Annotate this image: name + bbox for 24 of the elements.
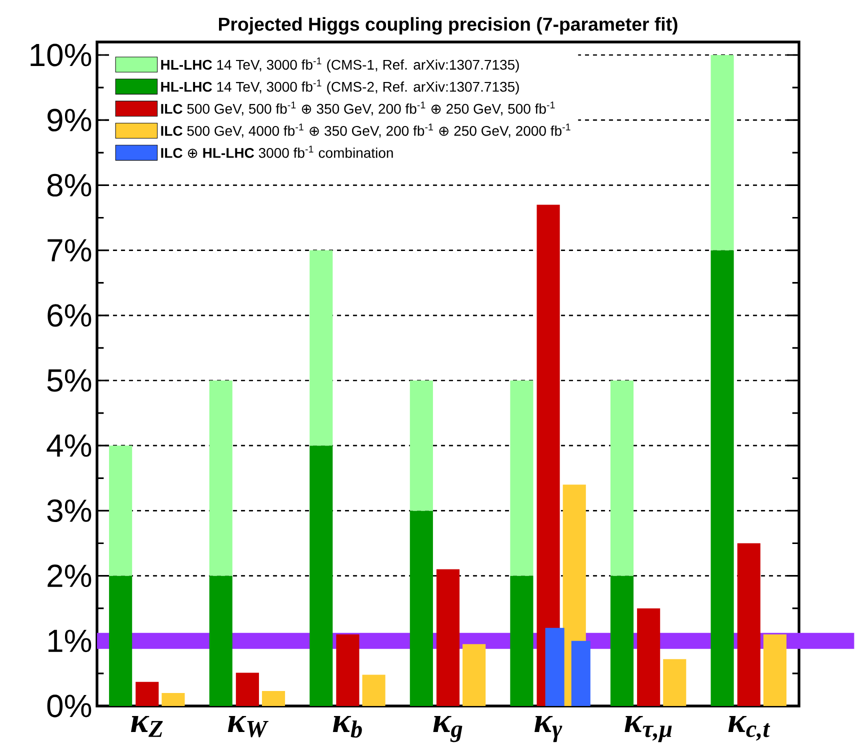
y-tick-label: 9%: [48, 108, 92, 132]
y-tick-label: 10%: [30, 44, 92, 66]
y-tick-label: 3%: [47, 499, 92, 522]
x-tick-label: κ$_{b}$: [332, 716, 362, 738]
y-tick-label: 8%: [47, 174, 92, 197]
y-tick-label: 7%: [48, 239, 92, 262]
legend-label: HL-LHC 14 TeV, 3000 fb$^{-1}$ (CMS-2, Ref. arXiv:1307.7135): [161, 80, 519, 95]
legend-label: HL-LHC 14 TeV, 3000 fb$^{-1}$ (CMS-1, Ref. arXiv:1307.7135): [161, 58, 519, 72]
y-tick-label: 2%: [48, 564, 92, 588]
legend-label: ILC 500 GeV, 4000 fb$^{-1}$ ⊕ 350 GeV, 200 fb$^{-1}$ ⊕ 250 GeV, 2000 fb$^{-1}$: [161, 124, 570, 138]
y-tick-label: 6%: [48, 304, 92, 327]
x-tick-label: κ$_{Z}$: [130, 716, 163, 737]
y-tick-label: 0%: [47, 694, 92, 718]
x-tick-label: κ$_{τ,μ}$: [624, 716, 672, 742]
legend-label: ILC ⊕ HL-LHC 3000 fb$^{-1}$ combination: [161, 146, 393, 158]
x-tick-label: κ$_{γ}$: [534, 716, 562, 742]
x-tick-label: κ$_{g}$: [433, 716, 462, 742]
y-tick-label: 4%: [46, 434, 92, 457]
x-tick-label: κ$_{W}$: [228, 716, 268, 738]
legend-label: ILC 500 GeV, 500 fb$^{-1}$ ⊕ 350 GeV, 200 fb$^{-1}$ ⊕ 250 GeV, 500 fb$^{-1}$: [161, 102, 555, 116]
y-tick-label: 5%: [47, 369, 92, 392]
chart-title: Projected Higgs coupling precision (7-parameter fit): [218, 17, 678, 35]
y-tick-label: 1%: [48, 630, 92, 652]
x-tick-label: κ$_{c,t}$: [728, 716, 770, 741]
